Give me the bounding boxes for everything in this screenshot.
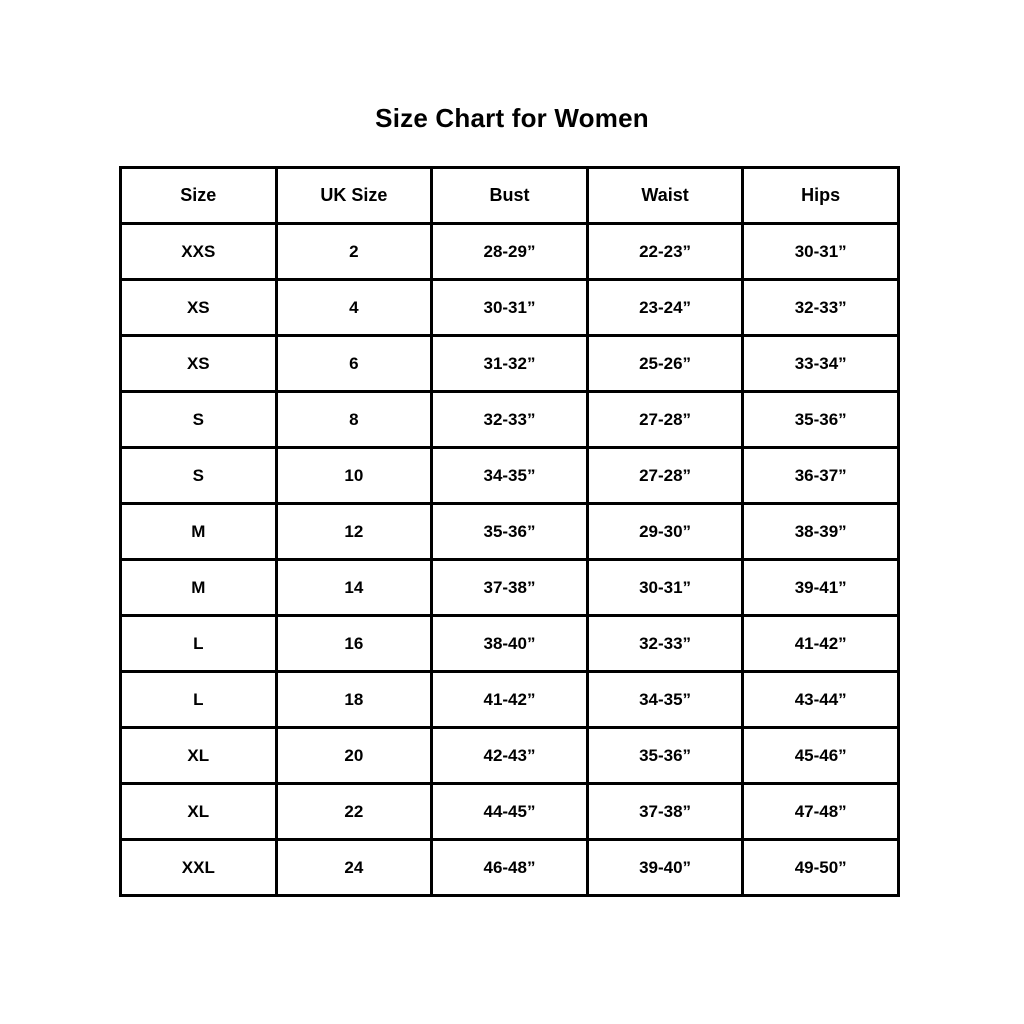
table-body: XXS 2 28-29” 22-23” 30-31” XS 4 30-31” 2… <box>119 222 900 897</box>
cell-uk-size: 24 <box>274 838 434 897</box>
size-chart-table: Size UK Size Bust Waist Hips XXS 2 28-29… <box>119 166 900 897</box>
table-row: XL 22 44-45” 37-38” 47-48” <box>119 782 900 841</box>
column-header-uk-size: UK Size <box>274 166 434 225</box>
cell-waist: 29-30” <box>585 502 745 561</box>
cell-bust: 37-38” <box>430 558 589 617</box>
cell-bust: 35-36” <box>430 502 589 561</box>
cell-waist: 30-31” <box>585 558 745 617</box>
table-row: XXL 24 46-48” 39-40” 49-50” <box>119 838 900 897</box>
table-row: L 18 41-42” 34-35” 43-44” <box>119 670 900 729</box>
column-header-bust: Bust <box>430 166 589 225</box>
cell-size: S <box>119 390 278 449</box>
table-row: S 10 34-35” 27-28” 36-37” <box>119 446 900 505</box>
table-row: XS 6 31-32” 25-26” 33-34” <box>119 334 900 393</box>
column-header-size: Size <box>119 166 278 225</box>
cell-bust: 46-48” <box>430 838 589 897</box>
table-row: S 8 32-33” 27-28” 35-36” <box>119 390 900 449</box>
cell-waist: 27-28” <box>585 390 745 449</box>
table-row: L 16 38-40” 32-33” 41-42” <box>119 614 900 673</box>
cell-hips: 39-41” <box>741 558 900 617</box>
cell-bust: 34-35” <box>430 446 589 505</box>
cell-waist: 37-38” <box>585 782 745 841</box>
cell-size: L <box>119 614 278 673</box>
cell-uk-size: 14 <box>274 558 434 617</box>
cell-bust: 32-33” <box>430 390 589 449</box>
cell-waist: 32-33” <box>585 614 745 673</box>
cell-size: XXS <box>119 222 278 281</box>
cell-hips: 49-50” <box>741 838 900 897</box>
table-header-row: Size UK Size Bust Waist Hips <box>119 166 900 225</box>
cell-uk-size: 2 <box>274 222 434 281</box>
cell-hips: 47-48” <box>741 782 900 841</box>
cell-bust: 44-45” <box>430 782 589 841</box>
table-row: XXS 2 28-29” 22-23” 30-31” <box>119 222 900 281</box>
table-row: XS 4 30-31” 23-24” 32-33” <box>119 278 900 337</box>
cell-waist: 39-40” <box>585 838 745 897</box>
cell-uk-size: 8 <box>274 390 434 449</box>
cell-uk-size: 16 <box>274 614 434 673</box>
cell-waist: 34-35” <box>585 670 745 729</box>
cell-waist: 35-36” <box>585 726 745 785</box>
cell-uk-size: 20 <box>274 726 434 785</box>
cell-size: XL <box>119 782 278 841</box>
cell-size: XS <box>119 334 278 393</box>
cell-hips: 43-44” <box>741 670 900 729</box>
cell-hips: 32-33” <box>741 278 900 337</box>
cell-uk-size: 18 <box>274 670 434 729</box>
cell-uk-size: 22 <box>274 782 434 841</box>
page-title: Size Chart for Women <box>375 103 649 133</box>
cell-bust: 42-43” <box>430 726 589 785</box>
column-header-hips: Hips <box>741 166 900 225</box>
cell-hips: 36-37” <box>741 446 900 505</box>
cell-hips: 38-39” <box>741 502 900 561</box>
table-row: XL 20 42-43” 35-36” 45-46” <box>119 726 900 785</box>
cell-bust: 38-40” <box>430 614 589 673</box>
cell-uk-size: 12 <box>274 502 434 561</box>
cell-bust: 41-42” <box>430 670 589 729</box>
cell-size: M <box>119 558 278 617</box>
cell-size: XS <box>119 278 278 337</box>
cell-size: XL <box>119 726 278 785</box>
cell-bust: 30-31” <box>430 278 589 337</box>
column-header-waist: Waist <box>585 166 745 225</box>
table-row: M 12 35-36” 29-30” 38-39” <box>119 502 900 561</box>
cell-uk-size: 4 <box>274 278 434 337</box>
cell-size: XXL <box>119 838 278 897</box>
cell-uk-size: 10 <box>274 446 434 505</box>
cell-size: L <box>119 670 278 729</box>
cell-waist: 27-28” <box>585 446 745 505</box>
cell-size: S <box>119 446 278 505</box>
cell-bust: 31-32” <box>430 334 589 393</box>
cell-hips: 33-34” <box>741 334 900 393</box>
cell-waist: 23-24” <box>585 278 745 337</box>
cell-hips: 45-46” <box>741 726 900 785</box>
cell-hips: 35-36” <box>741 390 900 449</box>
table-row: M 14 37-38” 30-31” 39-41” <box>119 558 900 617</box>
cell-hips: 41-42” <box>741 614 900 673</box>
cell-uk-size: 6 <box>274 334 434 393</box>
cell-bust: 28-29” <box>430 222 589 281</box>
cell-waist: 25-26” <box>585 334 745 393</box>
cell-waist: 22-23” <box>585 222 745 281</box>
cell-hips: 30-31” <box>741 222 900 281</box>
cell-size: M <box>119 502 278 561</box>
